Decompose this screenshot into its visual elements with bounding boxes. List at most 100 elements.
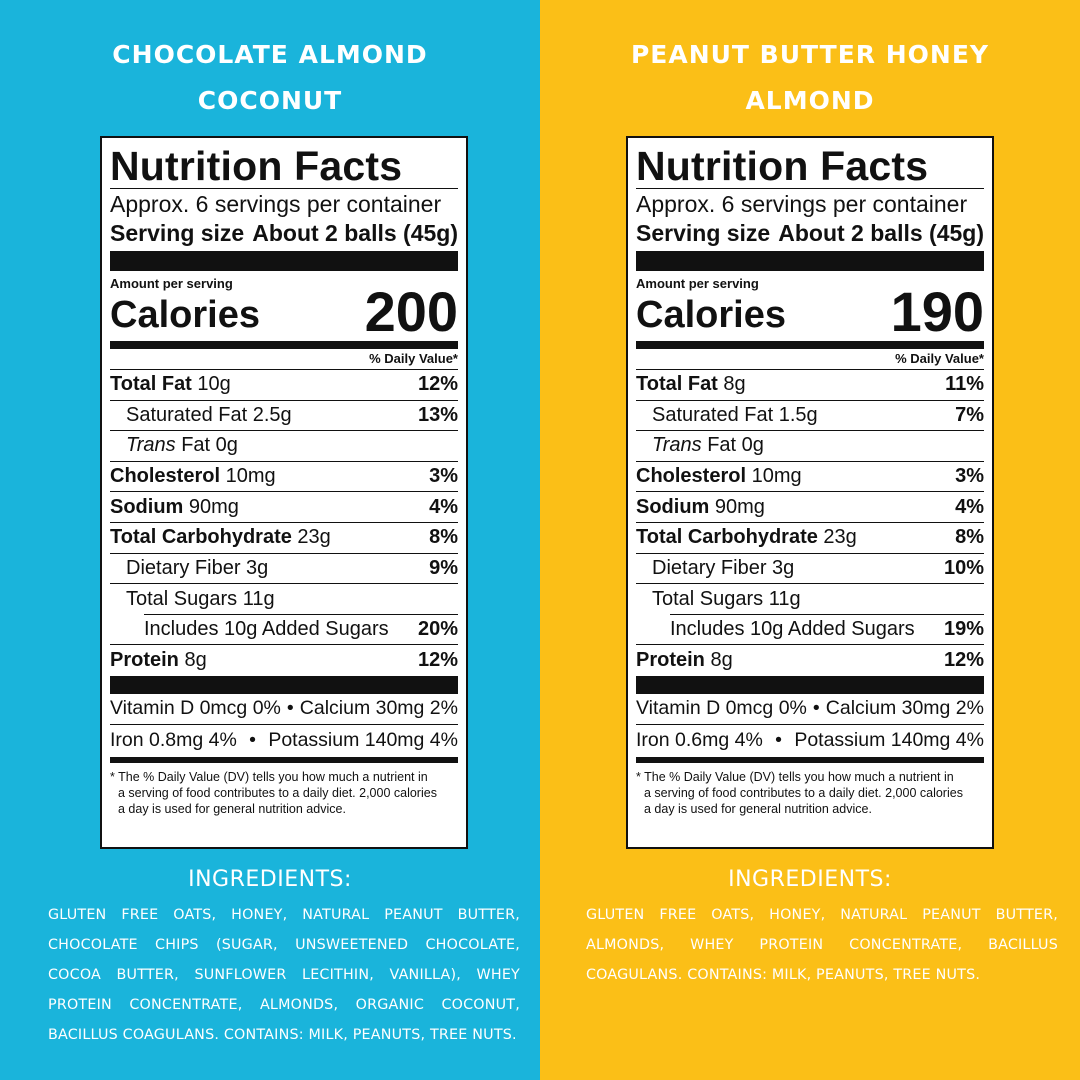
nutrient-amount: 23g <box>817 526 857 549</box>
nutrient-amount: Saturated Fat 1.5g <box>652 403 818 426</box>
daily-value-percent: 20% <box>417 618 458 641</box>
bullet: • <box>286 697 294 720</box>
calories-row: Calories 190 <box>636 284 984 340</box>
nutrient-name-bold: Protein <box>110 649 179 672</box>
footnote-line2: a serving of food contributes to a daily… <box>644 785 963 800</box>
calcium: Calcium 30mg 2% <box>825 697 984 720</box>
divider-thick <box>636 251 984 271</box>
nutrient-name-bold: Total Fat <box>110 373 192 396</box>
nutrient-amount: 10mg <box>220 465 276 488</box>
servings-per-container: Approx. 6 servings per container <box>110 191 442 217</box>
calories-row: Calories 200 <box>110 284 458 340</box>
mineral-row: Iron 0.6mg 4% • Potassium 140mg 4% <box>636 725 984 756</box>
nutrient-name: Saturated Fat 2.5g <box>110 404 292 427</box>
potassium: Potassium 140mg 4% <box>794 728 984 751</box>
nutrient-row: Trans Fat 0g <box>110 431 458 462</box>
divider-thick <box>636 675 984 694</box>
nutrient-amount: Fat 0g <box>701 434 764 457</box>
calories-label: Calories <box>110 294 260 336</box>
nutrient-name: Saturated Fat 1.5g <box>636 404 818 427</box>
nutrient-name-italic: Trans <box>126 434 176 457</box>
daily-value-percent: 7% <box>955 403 984 426</box>
daily-value-percent: 12% <box>943 649 984 672</box>
daily-value-header: % Daily Value* <box>110 349 458 370</box>
nutrient-name-bold: Cholesterol <box>636 465 747 488</box>
daily-value-percent: 10% <box>943 556 984 579</box>
divider-medium <box>110 756 458 763</box>
serving-size-label: Serving size <box>636 220 771 246</box>
daily-value-percent: 8% <box>429 526 458 549</box>
serving-size-value: About 2 balls (45g) <box>778 220 984 246</box>
nutrient-row: Dietary Fiber 3g 9% <box>110 554 458 585</box>
vitamin-row: Vitamin D 0mcg 0% • Calcium 30mg 2% <box>636 694 984 725</box>
nutrient-row: Total Sugars 11g <box>636 584 984 615</box>
nutrient-row: Includes 10g Added Sugars 20% <box>110 615 458 646</box>
nutrient-name: Protein 8g <box>636 649 733 672</box>
footnote-line1: * The % Daily Value (DV) tells you how m… <box>110 769 428 784</box>
serving-size-label: Serving size <box>110 220 245 246</box>
nutrient-amount: 10mg <box>746 465 802 488</box>
footnote-line3: a day is used for general nutrition advi… <box>118 801 346 816</box>
nutrient-row: Sodium 90mg 4% <box>110 492 458 523</box>
bullet: • <box>249 728 256 751</box>
nutrient-row: Dietary Fiber 3g 10% <box>636 554 984 585</box>
nutrient-name: Cholesterol 10mg <box>636 465 802 488</box>
amount-per-serving: Amount per serving <box>636 276 759 291</box>
right-panel: PEANUT BUTTER HONEY ALMOND Nutrition Fac… <box>540 0 1080 1080</box>
flavor-title-line2: ALMOND <box>745 86 875 115</box>
mineral-row: Iron 0.8mg 4% • Potassium 140mg 4% <box>110 725 458 756</box>
nutrient-amount: 8g <box>704 649 733 672</box>
divider-medium <box>110 341 458 349</box>
nutrient-name: Trans Fat 0g <box>110 434 238 457</box>
left-panel: CHOCOLATE ALMOND COCONUT Nutrition Facts… <box>0 0 540 1080</box>
nutrient-amount: Total Sugars 11g <box>126 587 275 610</box>
daily-value-percent: 12% <box>417 373 458 396</box>
ingredients-title: INGREDIENTS: <box>188 867 352 892</box>
nutrient-name: Total Fat 10g <box>110 373 231 396</box>
nutrient-row: Total Fat 10g 12% <box>110 370 458 401</box>
nutrient-row: Total Carbohydrate 23g 8% <box>110 523 458 554</box>
nutrient-name: Protein 8g <box>110 649 207 672</box>
divider-thick <box>110 675 458 694</box>
nutrient-name-bold: Total Carbohydrate <box>110 526 292 549</box>
divider-medium <box>636 341 984 349</box>
nutrient-amount: 90mg <box>709 495 765 518</box>
nutrient-amount: Saturated Fat 2.5g <box>126 403 292 426</box>
nutrient-name-bold: Sodium <box>110 495 184 518</box>
potassium: Potassium 140mg 4% <box>268 728 458 751</box>
nutrient-amount: Total Sugars 11g <box>652 587 801 610</box>
nutrition-facts-title: Nutrition Facts <box>636 144 984 189</box>
calories-value: 200 <box>364 280 458 343</box>
nutrient-row: Protein 8g 12% <box>110 645 458 676</box>
flavor-title: PEANUT BUTTER HONEY ALMOND <box>540 32 1080 124</box>
iron: Iron 0.8mg 4% <box>110 728 237 751</box>
nutrient-name: Trans Fat 0g <box>636 434 764 457</box>
nutrient-rows: Total Fat 10g 12% Saturated Fat 2.5g 13% Tra… <box>110 370 458 676</box>
nutrient-row: Protein 8g 12% <box>636 645 984 676</box>
serving-size-row: Serving size About 2 balls (45g) <box>636 219 984 247</box>
nutrient-name: Dietary Fiber 3g <box>636 557 794 580</box>
nutrient-name: Sodium 90mg <box>636 496 765 519</box>
footnote-line1: * The % Daily Value (DV) tells you how m… <box>636 769 954 784</box>
flavor-title: CHOCOLATE ALMOND COCONUT <box>0 32 540 124</box>
nutrient-amount: Dietary Fiber 3g <box>652 556 795 579</box>
nutrient-row: Sodium 90mg 4% <box>636 492 984 523</box>
nutrient-name: Cholesterol 10mg <box>110 465 276 488</box>
daily-value-percent: 19% <box>943 618 984 641</box>
nutrient-name-italic: Trans <box>652 434 702 457</box>
nutrient-name: Total Sugars 11g <box>110 588 275 611</box>
calories-value: 190 <box>890 280 984 343</box>
nutrient-row: Total Carbohydrate 23g 8% <box>636 523 984 554</box>
bullet: • <box>775 728 782 751</box>
daily-value-footnote: * The % Daily Value (DV) tells you how m… <box>636 769 984 817</box>
serving-size-value: About 2 balls (45g) <box>252 220 458 246</box>
nutrient-name: Total Carbohydrate 23g <box>110 526 331 549</box>
nutrient-rows: Total Fat 8g 11% Saturated Fat 1.5g 7% Trans… <box>636 370 984 676</box>
flavor-title-line2: COCONUT <box>197 86 343 115</box>
calcium: Calcium 30mg 2% <box>299 697 458 720</box>
nutrient-amount: 8g <box>717 373 746 396</box>
nutrient-row: Total Sugars 11g <box>110 584 458 615</box>
nutrient-row: Saturated Fat 1.5g 7% <box>636 401 984 432</box>
nutrition-facts-label: Nutrition Facts Approx. 6 servings per c… <box>626 136 994 849</box>
daily-value-percent: 4% <box>429 495 458 518</box>
